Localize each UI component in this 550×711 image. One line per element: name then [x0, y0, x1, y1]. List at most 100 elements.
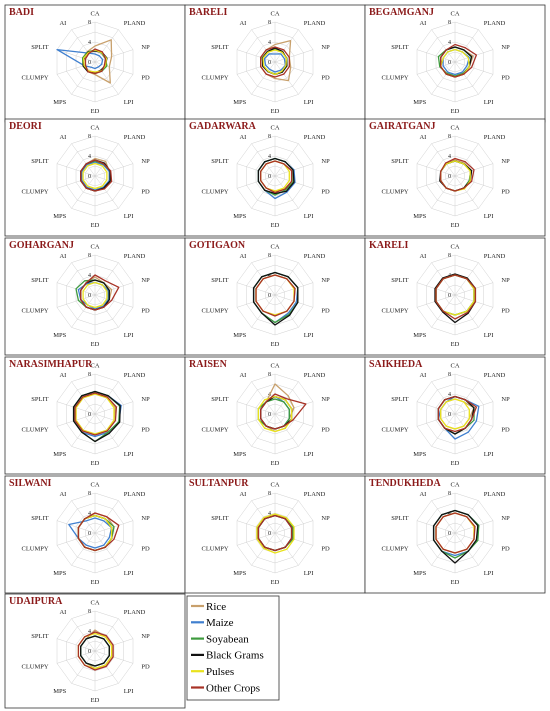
- axis-label-split: SPLIT: [211, 396, 228, 403]
- tick-label: 0: [88, 293, 91, 299]
- tick-label: 8: [88, 20, 91, 26]
- series-black-grams: [257, 157, 295, 195]
- series-pulses: [440, 398, 470, 430]
- axis-label-pland: PLAND: [124, 20, 146, 27]
- radar-panel-saikheda: CA PLAND NP PD LPI ED MPS CLUMPY SPLIT AI 0 4 8 SAIKH…: [364, 356, 546, 475]
- series-other-crops: [255, 274, 296, 317]
- axis-label-mps: MPS: [53, 213, 66, 220]
- spoke: [251, 143, 276, 177]
- spoke: [236, 175, 276, 189]
- axis-label-mps: MPS: [413, 451, 426, 458]
- legend-box: [186, 595, 280, 701]
- spoke: [274, 143, 299, 177]
- axis-label-split: SPLIT: [391, 44, 408, 51]
- axis-label-lpi: LPI: [484, 332, 494, 339]
- axis-label-np: NP: [321, 515, 330, 522]
- axis-label-split: SPLIT: [31, 158, 48, 165]
- spoke: [94, 175, 119, 209]
- axis-label-pland: PLAND: [484, 134, 506, 141]
- axis-label-split: SPLIT: [211, 44, 228, 51]
- axis-label-mps: MPS: [53, 99, 66, 106]
- spoke: [416, 175, 456, 189]
- axis-label-ca: CA: [270, 363, 279, 370]
- axis-label-ed: ED: [91, 222, 100, 229]
- spoke: [94, 262, 119, 296]
- tick-label: 0: [88, 174, 91, 180]
- panel-title: GADARWARA: [189, 121, 257, 132]
- spoke: [431, 29, 456, 63]
- spoke: [236, 401, 276, 415]
- spoke: [454, 61, 479, 95]
- axis-label-pland: PLAND: [124, 253, 146, 260]
- series-other-crops: [260, 160, 293, 194]
- axis-label-ca: CA: [270, 11, 279, 18]
- axis-label-ca: CA: [270, 482, 279, 489]
- spoke: [251, 29, 276, 63]
- axis-label-ai: AI: [59, 134, 66, 141]
- axis-label-np: NP: [141, 158, 150, 165]
- axis-label-pd: PD: [141, 74, 150, 81]
- panel-title: RAISEN: [189, 359, 228, 370]
- tick-label: 0: [268, 412, 271, 418]
- axis-label-lpi: LPI: [124, 213, 134, 220]
- axis-label-clumpy: CLUMPY: [22, 545, 49, 552]
- axis-label-split: SPLIT: [31, 633, 48, 640]
- spoke: [94, 638, 134, 652]
- radar-panel-kareli: CAPLANDNPPDLPIEDMPSCLUMPYSPLITAI048KAREL…: [364, 237, 546, 356]
- axis-label-ca: CA: [90, 600, 99, 607]
- spoke: [71, 175, 96, 209]
- series-other-crops: [435, 512, 476, 554]
- spoke: [94, 618, 119, 652]
- legend-label-other-crops: Other Crops: [206, 682, 260, 694]
- spoke: [236, 413, 276, 427]
- axis-label-lpi: LPI: [304, 570, 314, 577]
- axis-label-ca: CA: [270, 244, 279, 251]
- axis-label-lpi: LPI: [484, 99, 494, 106]
- spoke: [274, 413, 314, 427]
- tick-label: 4: [88, 40, 91, 46]
- axis-label-ai: AI: [239, 20, 246, 27]
- spoke: [94, 650, 119, 684]
- axis-label-ca: CA: [270, 125, 279, 132]
- axis-label-pd: PD: [141, 663, 150, 670]
- series-other-crops: [260, 393, 307, 430]
- series-other-crops: [260, 46, 290, 78]
- axis-label-np: NP: [141, 44, 150, 51]
- series-black-grams: [432, 509, 479, 564]
- legend-label-maize: Maize: [206, 617, 234, 629]
- tick-label: 0: [448, 531, 451, 537]
- axis-label-mps: MPS: [53, 451, 66, 458]
- spoke: [236, 61, 276, 75]
- tick-label: 8: [88, 134, 91, 140]
- radar-panel-bareli: CA PLAND NP PD LPI ED MPS CLUMPY SPLIT AI 0 4 8 BAREL…: [184, 4, 366, 123]
- radar-panel-badi: CA PLAND NP PD LPI ED MPS CLUMPY SPLIT AI 0 4 8 BADI: [4, 4, 186, 123]
- axis-label-lpi: LPI: [124, 99, 134, 106]
- spoke: [416, 401, 456, 415]
- series-other-crops: [437, 395, 478, 433]
- axis-label-np: NP: [501, 277, 510, 284]
- series-other-crops: [74, 392, 118, 436]
- tick-label: 4: [448, 154, 451, 160]
- axis-label-np: NP: [501, 158, 510, 165]
- tick-label: 8: [88, 609, 91, 615]
- spoke: [274, 29, 299, 63]
- radar-panel-gotigaon: CA PLAND NP PD LPI ED MPS CLUMPY SPLIT AI 0 4 8 GOTIG…: [184, 237, 366, 356]
- series-other-crops: [80, 159, 113, 192]
- spoke: [94, 532, 119, 566]
- radar-panel-narasimhapur: CAPLANDNPPDLPIEDMPSCLUMPYSPLITAI048NARAS…: [4, 356, 186, 475]
- panel-title: SAIKHEDA: [369, 359, 423, 370]
- tick-label: 8: [448, 20, 451, 26]
- axis-label-ca: CA: [450, 244, 459, 251]
- axis-label-ed: ED: [271, 579, 280, 586]
- spoke: [251, 61, 276, 95]
- axis-label-ai: AI: [239, 253, 246, 260]
- axis-label-np: NP: [321, 396, 330, 403]
- tick-label: 4: [88, 273, 91, 279]
- axis-label-clumpy: CLUMPY: [382, 545, 409, 552]
- tick-label: 0: [448, 174, 451, 180]
- tick-label: 4: [88, 629, 91, 635]
- axis-label-np: NP: [321, 44, 330, 51]
- panel-title: UDAIPURA: [9, 596, 63, 607]
- tick-label: 0: [88, 60, 91, 66]
- spoke: [431, 143, 456, 177]
